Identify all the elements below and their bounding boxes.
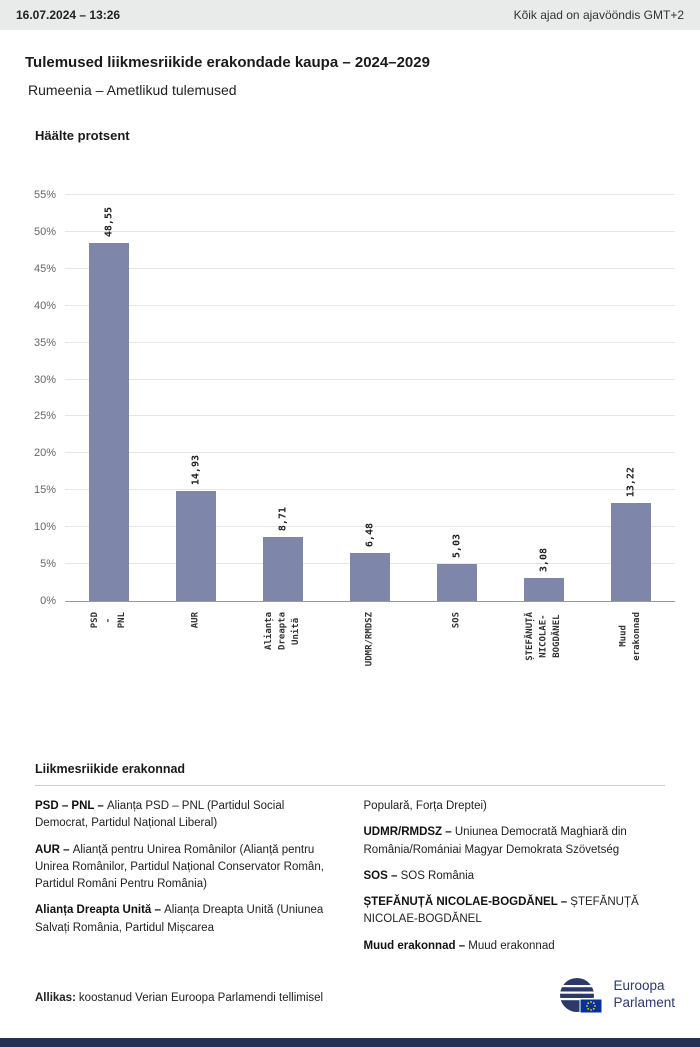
party-definition: Populară, Forța Dreptei): [363, 800, 487, 812]
bar-value-label: 48,55: [103, 206, 115, 237]
gridline: [65, 415, 675, 417]
y-axis-tick-label: 45%: [33, 262, 56, 275]
party-definition: Muud erakonnad – Muud erakonnad: [363, 939, 555, 952]
gridline: [65, 452, 675, 454]
x-axis-category-label: ȘTEFĂNUȚĂ NICOLAE- BOGDĂNEL: [525, 612, 563, 661]
y-axis-tick-label: 50%: [33, 225, 56, 238]
bar: [88, 242, 129, 601]
top-bar: 16.07.2024 – 13:26 Kõik ajad on ajavöönd…: [0, 0, 700, 30]
party-definition: SOS – SOS România: [363, 869, 475, 882]
y-axis-tick-label: 10%: [33, 521, 56, 534]
party-definition: ȘTEFĂNUȚĂ NICOLAE-BOGDĂNEL – ȘTEFĂNUȚĂ N…: [363, 896, 639, 926]
page-footer: Allikas: koostanud Verian Euroopa Parlame…: [35, 976, 675, 1014]
y-axis-tick-label: 20%: [33, 447, 56, 460]
gridline: [65, 267, 675, 269]
legend-column: Populară, Forța Dreptei) UDMR/RMDSZ – Uni…: [364, 798, 666, 964]
x-axis-category-label: Alianța Dreapta Unită: [263, 612, 301, 650]
page-subtitle: Rumeenia – Ametlikud tulemused: [28, 82, 237, 98]
source-note: Allikas: koostanud Verian Euroopa Parlame…: [35, 992, 323, 1004]
ep-logo-text: Euroopa Parlament: [613, 978, 675, 1012]
y-axis-tick-label: 40%: [33, 299, 56, 312]
y-axis-tick-label: 15%: [33, 484, 56, 497]
bar-value-label: 14,93: [190, 454, 202, 485]
page-title: Tulemused liikmesriikide erakondade kaup…: [25, 54, 430, 71]
ep-logo-block: Euroopa Parlament: [558, 976, 675, 1014]
gridline: [65, 526, 675, 528]
gridline: [65, 194, 675, 195]
ep-logo-text-line2: Parlament: [613, 994, 675, 1010]
x-axis-category-label: SOS: [451, 612, 462, 629]
bottom-brand-bar: [0, 1038, 700, 1047]
source-label: Allikas:: [35, 991, 76, 1004]
source-text: koostanud Verian Euroopa Parlamendi tell…: [78, 991, 324, 1004]
gridline: [65, 341, 675, 343]
timezone-note: Kõik ajad on ajavööndis GMT+2: [513, 8, 684, 22]
legend-columns: PSD – PNL – Alianța PSD – PNL (Partidul …: [35, 798, 665, 964]
party-definition: UDMR/RMDSZ – Uniunea Democrată Maghiară …: [363, 826, 627, 856]
gridline: [65, 378, 675, 380]
bar: [611, 503, 652, 601]
party-definition: PSD – PNL – Alianța PSD – PNL (Partidul …: [35, 800, 285, 830]
timestamp: 16.07.2024 – 13:26: [16, 8, 121, 22]
bar-value-label: 5,03: [451, 533, 463, 558]
european-parliament-logo-icon: [560, 977, 603, 1014]
legend-heading: Liikmesriikide erakonnad: [35, 762, 186, 776]
chart-title: Häälte protsent: [35, 128, 130, 143]
divider: [35, 785, 665, 786]
bar-value-label: 6,48: [364, 523, 376, 548]
x-axis-category-label: UDMR/RMDSZ: [364, 612, 375, 667]
gridline: [65, 230, 675, 232]
bar: [175, 490, 216, 601]
y-axis-tick-label: 35%: [33, 336, 56, 349]
y-axis-tick-label: 0%: [40, 595, 56, 607]
x-axis-category-label: AUR: [189, 612, 200, 629]
party-definition: Alianța Dreapta Unită – Alianța Dreapta …: [35, 904, 324, 934]
bar-value-label: 8,71: [277, 506, 289, 531]
x-axis-category-label: Muud erakonnad: [618, 611, 643, 661]
y-axis-tick-label: 55%: [33, 189, 56, 201]
x-axis-category-label: PSD - PNL: [89, 612, 127, 629]
y-axis-tick-label: 25%: [33, 410, 56, 423]
bar-value-label: 13,22: [625, 467, 637, 498]
legend-column: PSD – PNL – Alianța PSD – PNL (Partidul …: [35, 798, 337, 964]
gridline: [65, 489, 675, 491]
y-axis-tick-label: 5%: [40, 558, 56, 571]
bar: [350, 553, 390, 601]
gridline: [65, 304, 675, 306]
party-definition: AUR – Alianță pentru Unirea Românilor (A…: [35, 843, 324, 891]
bar: [524, 578, 565, 601]
y-axis-tick-label: 30%: [33, 373, 56, 386]
bar-chart: 0% 5% 10% 15% 20% 25% 30% 35% 40% 45% 50% 55% 48,55 P…: [34, 189, 675, 666]
bar-value-label: 3,08: [538, 548, 550, 573]
bar: [437, 563, 478, 601]
party-legend: Liikmesriikide erakonnad PSD – PNL – Ali…: [35, 762, 665, 964]
bar: [262, 536, 303, 601]
ep-logo-text-line1: Euroopa: [613, 977, 665, 993]
